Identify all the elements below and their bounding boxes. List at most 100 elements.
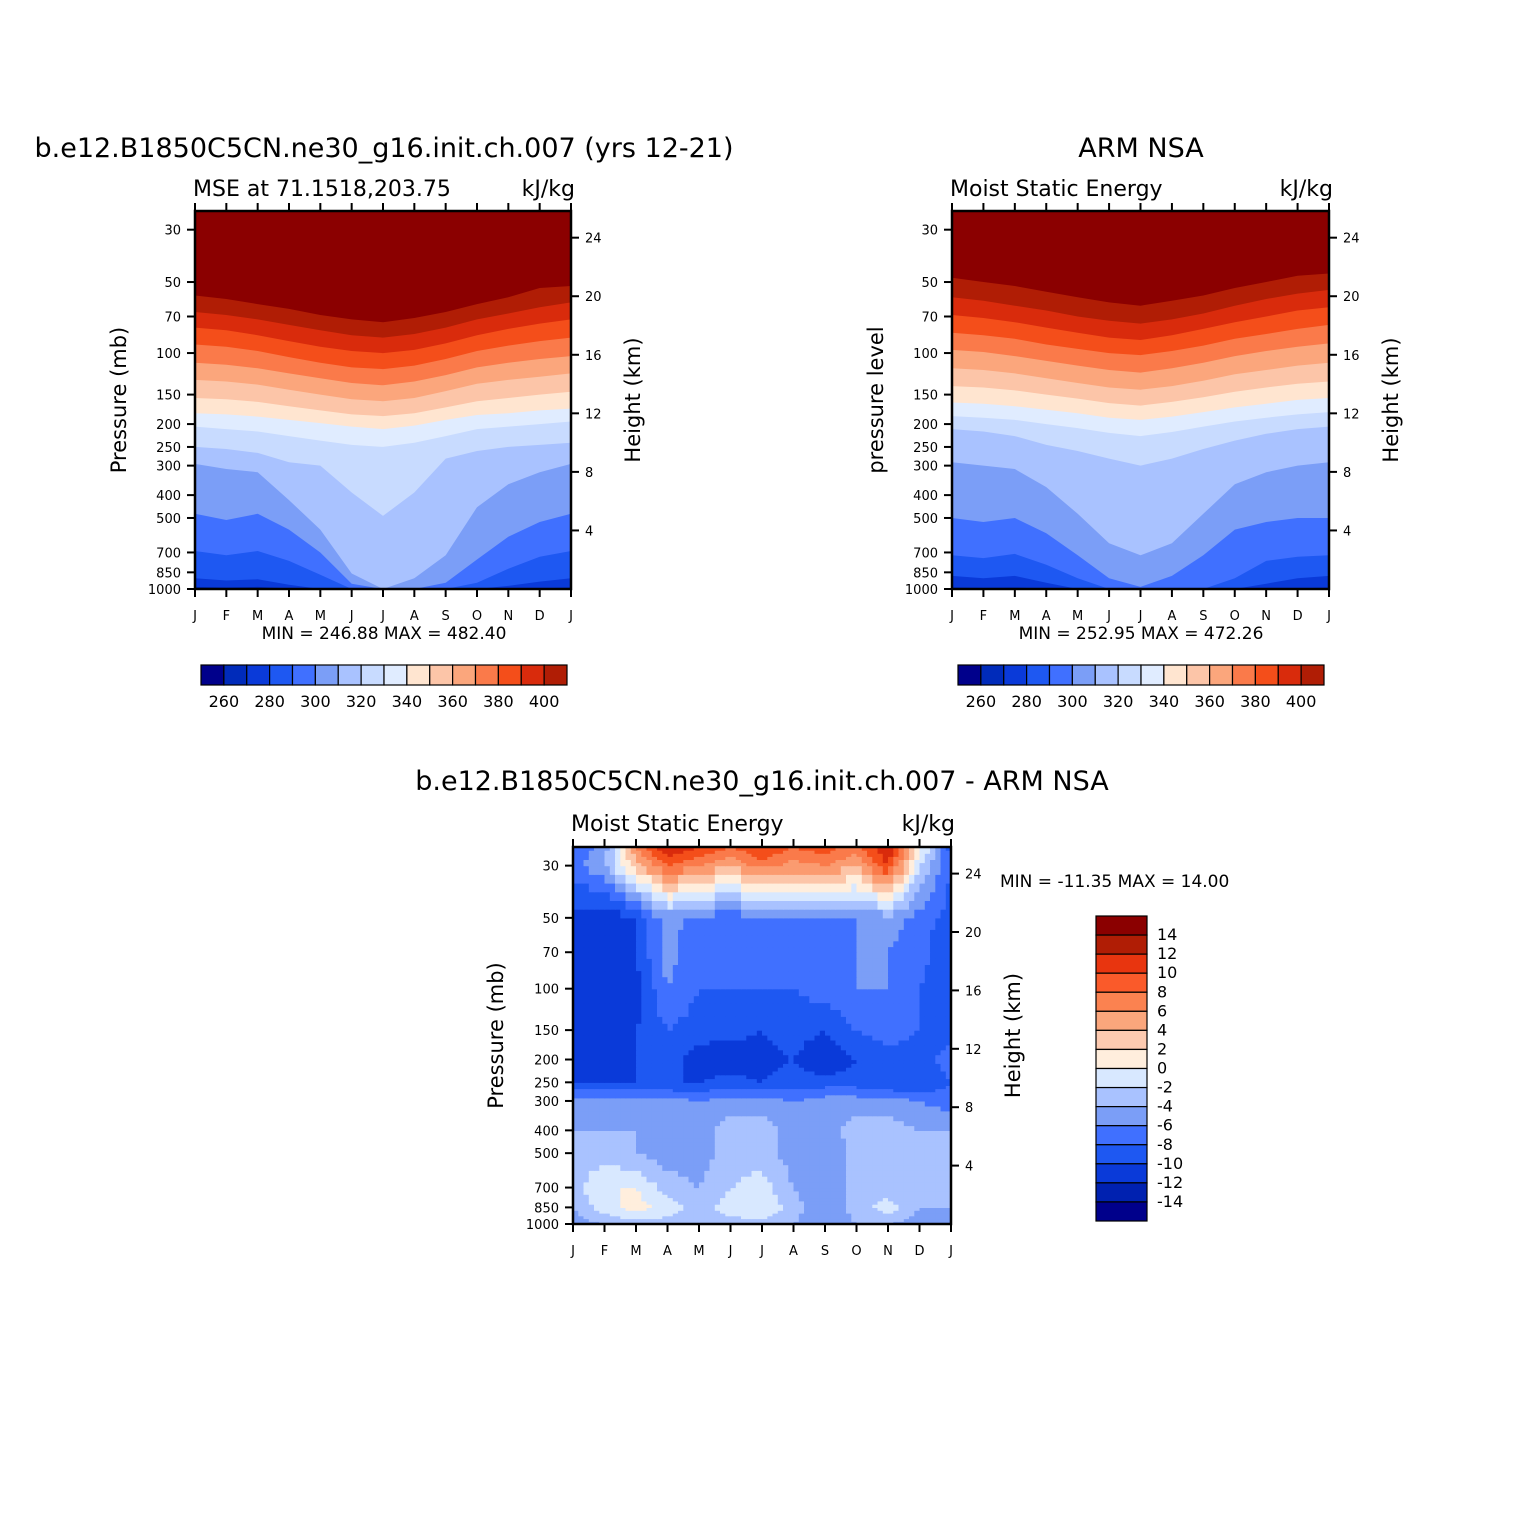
contour-cell bbox=[762, 1141, 768, 1147]
contour-cell bbox=[909, 1176, 915, 1183]
contour-cell bbox=[877, 1054, 884, 1061]
contour-cell bbox=[672, 1002, 679, 1010]
contour-cell bbox=[699, 1176, 705, 1183]
contour-cell bbox=[583, 1210, 590, 1214]
contour-cell bbox=[903, 946, 910, 953]
contour-cell bbox=[909, 1158, 915, 1166]
contour-cell bbox=[882, 958, 889, 965]
contour-cell bbox=[945, 1044, 952, 1051]
contour-cell bbox=[814, 1145, 821, 1150]
contour-cell bbox=[846, 917, 852, 925]
contour-cell bbox=[898, 1120, 905, 1127]
contour-cell bbox=[872, 1187, 879, 1192]
contour-cell bbox=[609, 1149, 616, 1154]
contour-cell bbox=[772, 1138, 779, 1143]
contour-cell bbox=[762, 1049, 768, 1056]
contour-cell bbox=[830, 1164, 837, 1171]
contour-cell bbox=[688, 1044, 695, 1051]
contour-cell bbox=[861, 1212, 868, 1217]
contour-cell bbox=[725, 1074, 732, 1080]
contour-cell bbox=[699, 1115, 705, 1122]
contour-cell bbox=[720, 995, 726, 1004]
contour-cell bbox=[877, 1049, 884, 1056]
contour-cell bbox=[793, 1158, 800, 1166]
contour-cell bbox=[846, 1105, 852, 1112]
contour-cell bbox=[594, 1164, 600, 1171]
contour-cell bbox=[940, 1141, 947, 1147]
contour-cell bbox=[714, 946, 721, 953]
contour-cell bbox=[604, 1059, 611, 1064]
contour-cell bbox=[667, 1091, 674, 1096]
contour-cell bbox=[667, 958, 674, 965]
contour-cell bbox=[767, 982, 774, 990]
contour-cell bbox=[573, 1110, 579, 1117]
contour-cell bbox=[835, 1070, 842, 1076]
contour-cell bbox=[772, 1130, 779, 1135]
contour-cell bbox=[662, 1210, 669, 1214]
contour-cell bbox=[877, 1187, 884, 1192]
contour-cell bbox=[835, 964, 842, 972]
contour-cell bbox=[730, 1049, 737, 1056]
contour-cell bbox=[798, 964, 805, 972]
contour-cell bbox=[814, 1035, 821, 1041]
contour-cell bbox=[714, 1170, 721, 1177]
contour-cell bbox=[620, 1035, 627, 1041]
contour-cell bbox=[788, 1054, 795, 1061]
contour-cell bbox=[636, 988, 642, 997]
contour-cell bbox=[830, 1016, 837, 1024]
contour-cell bbox=[798, 976, 805, 984]
contour-cell bbox=[657, 1145, 663, 1150]
contour-cell bbox=[888, 1190, 894, 1195]
contour-cell bbox=[877, 964, 884, 972]
contour-cell bbox=[762, 929, 768, 936]
contour-cell bbox=[825, 1035, 831, 1041]
contour-cell bbox=[767, 1181, 774, 1189]
contour-cell bbox=[573, 1141, 579, 1147]
contour-cell bbox=[594, 952, 600, 959]
contour-cell bbox=[846, 988, 852, 997]
contour-cell bbox=[835, 1181, 842, 1189]
contour-cell bbox=[840, 1074, 847, 1080]
contour-cell bbox=[893, 1101, 900, 1107]
contour-cell bbox=[594, 1094, 600, 1099]
contour-cell bbox=[720, 1009, 726, 1017]
contour-cell bbox=[819, 1105, 826, 1112]
contour-cell bbox=[935, 1170, 942, 1177]
contour-cell bbox=[599, 1218, 606, 1222]
contour-cell bbox=[756, 1181, 763, 1189]
contour-cell bbox=[914, 923, 921, 930]
contour-cell bbox=[935, 940, 942, 948]
contour-cell bbox=[709, 1194, 716, 1199]
contour-cell bbox=[935, 1078, 942, 1083]
contour-cell bbox=[725, 1070, 732, 1076]
contour-cell bbox=[657, 1082, 663, 1086]
contour-cell bbox=[594, 1197, 600, 1202]
contour-cell bbox=[788, 1030, 795, 1036]
contour-cell bbox=[919, 995, 926, 1004]
contour-cell bbox=[678, 964, 684, 972]
contour-cell bbox=[783, 1125, 789, 1131]
contour-cell bbox=[940, 1187, 947, 1192]
contour-cell bbox=[814, 929, 821, 936]
contour-cell bbox=[798, 1110, 805, 1117]
contour-cell bbox=[861, 1085, 868, 1090]
contour-cell bbox=[772, 1094, 779, 1099]
contour-cell bbox=[678, 900, 684, 910]
contour-cell bbox=[940, 1130, 947, 1135]
contour-cell bbox=[762, 917, 768, 925]
contour-cell bbox=[840, 995, 847, 1004]
contour-cell bbox=[583, 1002, 590, 1010]
contour-cell bbox=[573, 1091, 579, 1096]
contour-cell bbox=[767, 1054, 774, 1061]
contour-cell bbox=[851, 1110, 858, 1117]
contour-cell bbox=[636, 1078, 642, 1083]
contour-cell bbox=[709, 891, 716, 901]
contour-cell bbox=[625, 929, 632, 936]
contour-cell bbox=[672, 1030, 679, 1036]
contour-cell bbox=[678, 976, 684, 984]
contour-cell bbox=[898, 1215, 905, 1220]
contour-cell bbox=[882, 1130, 889, 1135]
contour-cell bbox=[573, 1016, 579, 1024]
contour-cell bbox=[678, 1145, 684, 1150]
